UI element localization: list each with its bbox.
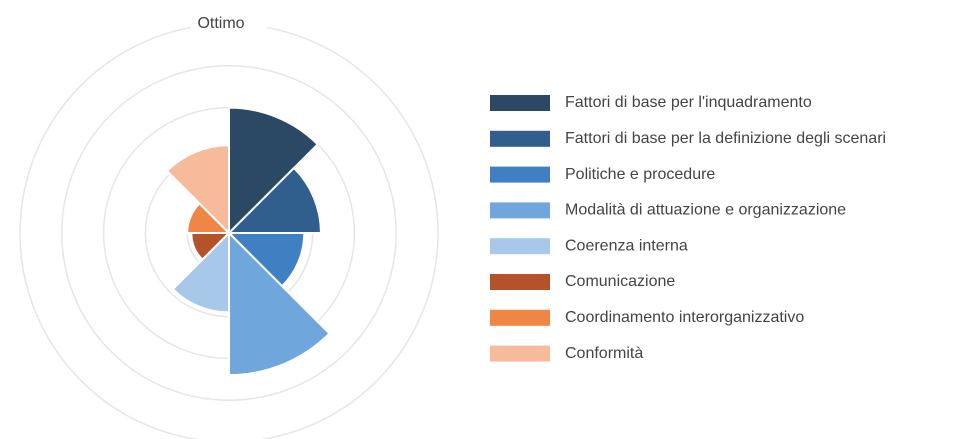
r-tick-label: Ottimo — [197, 15, 244, 32]
legend-swatch — [490, 238, 550, 255]
legend-label: Coordinamento interorganizzativo — [565, 309, 804, 326]
legend-swatch — [490, 202, 550, 219]
segment — [228, 106, 320, 236]
legend-label: Comunicazione — [565, 273, 675, 290]
legend-label: Coerenza interna — [565, 237, 688, 254]
legend-label: Fattori di base per la definizione degli… — [565, 130, 886, 147]
legend-swatch — [490, 95, 550, 111]
legend-label: Modalità di attuazione e organizzazione — [565, 202, 846, 219]
legend-swatch — [490, 345, 550, 362]
segment — [226, 232, 306, 288]
legend-swatch — [490, 309, 550, 326]
legend-swatch — [490, 166, 550, 183]
segment — [165, 144, 230, 236]
legend-swatch — [490, 274, 550, 290]
legend-label: Conformità — [565, 345, 643, 362]
tick-label-bg — [191, 14, 267, 34]
grid-ring — [61, 65, 397, 401]
legend-label: Fattori di base per l'inquadramento — [565, 94, 812, 111]
legend-swatch — [490, 130, 550, 147]
segment — [226, 166, 322, 234]
segment — [228, 230, 331, 377]
segment — [171, 230, 230, 314]
legend-label: Politiche e procedure — [565, 166, 715, 183]
